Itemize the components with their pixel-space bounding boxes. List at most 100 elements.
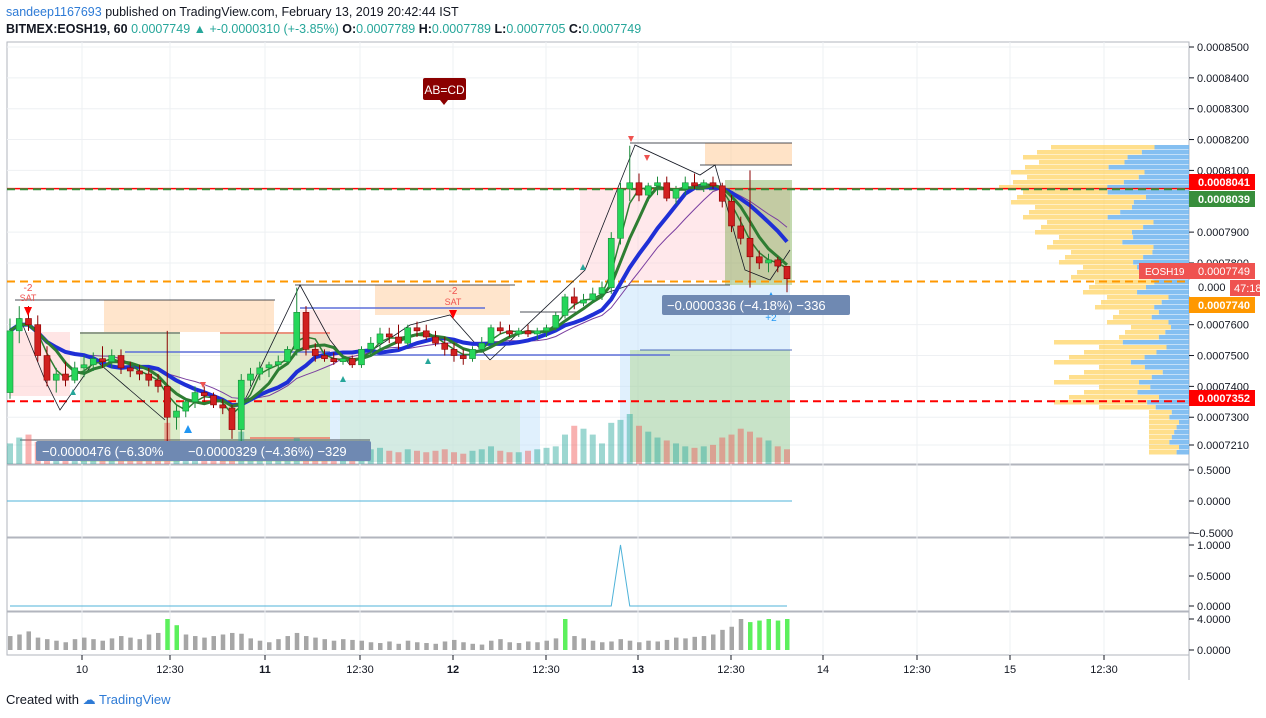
volume-bar: [728, 434, 735, 464]
vp-row-up: [1131, 325, 1172, 330]
vp-row-down: [1133, 260, 1189, 265]
vp-row-down: [1139, 380, 1189, 385]
volume-bar: [16, 437, 23, 464]
price-tick-partial: 0.000: [1198, 282, 1226, 294]
osc3-bar: [683, 638, 688, 650]
vp-row-up: [1029, 210, 1121, 215]
osc1-tick: 0.5000: [1197, 465, 1231, 477]
osc3-bar: [109, 638, 115, 650]
volume-bar: [645, 431, 652, 464]
abcd-label: AB=CD: [424, 83, 465, 97]
candle-body: [173, 410, 180, 418]
measure-3-text: −0.0000336 (−4.18%) −336: [667, 298, 826, 313]
volume-bar: [710, 444, 716, 464]
osc3-bar: [664, 639, 670, 650]
volume-bar: [552, 446, 559, 464]
time-tick: 10: [76, 664, 88, 676]
grid: [7, 42, 1189, 655]
vp-row-up: [1101, 300, 1162, 305]
candle-body: [339, 358, 347, 362]
vp-row-up: [1023, 215, 1108, 220]
high-value: 0.0007789: [431, 22, 492, 36]
vp-row-up: [1013, 180, 1124, 185]
zone-orange-4: [480, 360, 580, 380]
vp-row-down: [1137, 390, 1189, 395]
osc3-bar: [590, 640, 596, 650]
vp-row-down: [1130, 360, 1189, 365]
volume-bar: [571, 425, 578, 464]
price-label-text: 0.0007749: [1198, 266, 1250, 278]
osc3-bar: [452, 639, 457, 650]
osc3-bar: [350, 639, 355, 650]
osc3-bar: [674, 637, 679, 650]
measure-callout-1[interactable]: −0.0000476 (−6.30%: [36, 441, 186, 461]
osc3-bar: [553, 638, 559, 650]
vp-row-down: [1141, 150, 1189, 155]
volume-bar: [469, 450, 476, 464]
vp-row-up: [1054, 360, 1131, 365]
measure-callout-2[interactable]: −0.0000329 (−4.36%) −329: [183, 441, 371, 461]
candle-body: [80, 364, 88, 369]
author-name[interactable]: sandeep1167693: [6, 5, 102, 19]
candle-body: [515, 330, 523, 335]
abcd-pattern-badge[interactable]: AB=CD: [423, 78, 466, 105]
osc3-bar: [220, 634, 226, 650]
time-tick: 13: [632, 664, 644, 676]
vp-row-up: [1023, 190, 1108, 195]
volume-bar: [617, 419, 624, 464]
candle-body: [117, 355, 125, 369]
candle-body: [34, 324, 42, 356]
up-arrow-icon: [340, 376, 346, 382]
vp-row-up: [1107, 320, 1169, 325]
vp-row-down: [1153, 245, 1189, 250]
vp-row-down: [1107, 215, 1189, 220]
volume-bar: [497, 450, 504, 464]
volume-bar: [432, 450, 439, 464]
volume-bar: [534, 449, 541, 464]
vp-row-up: [1099, 365, 1145, 370]
vp-row-down: [1146, 285, 1189, 290]
candle-body: [681, 182, 689, 190]
vp-row-up: [1149, 435, 1172, 440]
measure-callout-3[interactable]: −0.0000336 (−4.18%) −336: [662, 295, 850, 315]
vp-row-down: [1107, 185, 1189, 190]
candle-body: [543, 327, 550, 332]
osc2-line: [10, 544, 787, 607]
candle-body: [552, 315, 560, 329]
volume-bar: [580, 428, 587, 464]
price-label-ff0000: 0.0008041: [1189, 174, 1255, 190]
osc3-bar: [396, 643, 401, 650]
osc3-bar: [572, 636, 577, 650]
osc3-bar: [17, 634, 22, 650]
volume-bar: [719, 437, 726, 464]
vp-row-up: [1099, 345, 1167, 350]
volume-bar: [460, 453, 467, 464]
vp-row-up: [1053, 240, 1123, 245]
volume-bar: [377, 447, 383, 464]
volume-bar: [756, 437, 763, 464]
candle-body: [136, 370, 143, 375]
osc3-bar: [257, 640, 263, 650]
osc3-bar: [609, 641, 614, 650]
osc1-axis: 0.5000 0.0000 −0.5000: [1189, 465, 1233, 540]
candle-body: [496, 327, 504, 332]
vp-row-down: [1143, 225, 1189, 230]
zone-orange-3: [705, 143, 792, 165]
vp-row-up: [1059, 260, 1134, 265]
vp-row-up: [1107, 295, 1169, 300]
vp-row-down: [1124, 160, 1189, 165]
vp-row-down: [1171, 325, 1189, 330]
volume-profile: [999, 145, 1189, 455]
price-tick: 0.0007210: [1197, 440, 1249, 452]
vp-row-up: [1069, 375, 1152, 380]
vp-row-down: [1127, 155, 1189, 160]
chart-header-publish: sandeep1167693 published on TradingView.…: [6, 5, 459, 19]
low-value: 0.0007705: [506, 22, 566, 36]
tradingview-brand[interactable]: TradingView: [99, 692, 171, 707]
candle-body: [598, 287, 606, 295]
volume-bar: [395, 452, 402, 464]
candle-body: [321, 355, 328, 359]
candle-body: [358, 349, 365, 366]
osc3-bar: [313, 637, 318, 650]
